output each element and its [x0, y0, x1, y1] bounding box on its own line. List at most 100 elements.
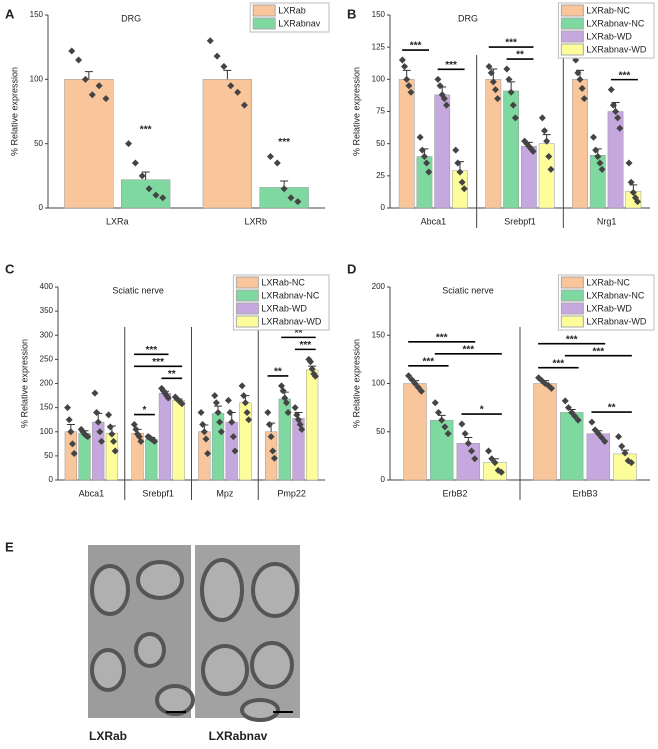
y-axis-label: % Relative expression — [351, 339, 361, 428]
y-tick-label: 50 — [44, 451, 53, 460]
data-point — [625, 159, 633, 167]
significance-label: *** — [299, 340, 311, 351]
data-point — [414, 383, 422, 391]
data-point — [407, 88, 415, 96]
x-tick-label: Srebpf1 — [142, 488, 174, 498]
data-point — [434, 408, 442, 416]
data-point — [458, 420, 466, 428]
legend-label: LXRabnav-WD — [586, 44, 647, 54]
data-point — [576, 75, 584, 83]
significance-label: *** — [619, 70, 631, 81]
data-point — [398, 56, 406, 64]
legend-label: LXRab-NC — [261, 277, 305, 287]
data-point — [423, 159, 431, 167]
data-point — [614, 114, 622, 122]
data-point — [231, 447, 239, 455]
data-point — [240, 392, 248, 400]
data-point — [68, 47, 76, 55]
significance-label: * — [480, 405, 484, 416]
data-point — [616, 124, 624, 132]
legend-label: LXRab-NC — [586, 5, 630, 15]
y-tick-label: 50 — [34, 139, 43, 148]
significance-label: ** — [295, 328, 303, 339]
data-point — [240, 101, 248, 109]
data-point — [264, 408, 272, 416]
data-point — [164, 394, 172, 402]
data-point — [541, 127, 549, 135]
data-point — [110, 437, 118, 445]
data-point — [452, 146, 460, 154]
data-point — [471, 455, 479, 463]
data-point — [67, 428, 75, 436]
data-point — [507, 88, 515, 96]
data-point — [405, 82, 413, 90]
y-tick-label: 300 — [40, 330, 54, 339]
data-point — [431, 399, 439, 407]
x-tick-label: Srebpf1 — [504, 216, 536, 226]
data-point — [228, 418, 236, 426]
data-point — [543, 137, 551, 145]
data-point — [444, 430, 452, 438]
data-point — [213, 52, 221, 60]
data-point — [538, 114, 546, 122]
y-axis-label: % Relative expression — [19, 339, 29, 428]
data-point — [294, 198, 302, 206]
data-point — [629, 189, 637, 197]
y-tick-label: 150 — [372, 10, 386, 19]
data-point — [214, 408, 222, 416]
data-point — [291, 404, 299, 412]
bar — [145, 438, 158, 481]
data-point — [159, 194, 167, 202]
data-point — [634, 198, 642, 206]
x-tick-label: Nrg1 — [597, 216, 617, 226]
data-point — [98, 437, 106, 445]
data-point — [226, 408, 234, 416]
legend-label: LXRabnav-WD — [586, 316, 647, 326]
legend-label: LXRab-WD — [261, 303, 307, 313]
data-point — [94, 418, 102, 426]
data-point — [441, 423, 449, 431]
bar — [172, 400, 185, 481]
data-point — [229, 433, 237, 441]
y-tick-label: 100 — [30, 74, 44, 83]
data-point — [81, 75, 89, 83]
data-point — [145, 185, 153, 193]
legend-label: LXRabnav — [278, 18, 321, 28]
legend-swatch — [560, 4, 584, 17]
data-point — [204, 449, 212, 457]
data-point — [151, 437, 159, 445]
data-point — [615, 433, 623, 441]
data-point — [111, 447, 119, 455]
legend-label: LXRabnav-WD — [261, 316, 322, 326]
data-point — [307, 358, 315, 366]
legend-swatch — [235, 315, 259, 328]
legend-swatch — [560, 315, 584, 328]
data-point — [574, 69, 582, 77]
data-point — [224, 396, 232, 404]
data-point — [434, 75, 442, 83]
bar — [120, 179, 171, 209]
data-point — [269, 447, 277, 455]
data-point — [627, 178, 635, 186]
data-point — [464, 439, 472, 447]
bar — [613, 453, 637, 481]
data-point — [420, 153, 428, 161]
data-point — [487, 69, 495, 77]
data-point — [267, 433, 275, 441]
data-point — [436, 82, 444, 90]
y-tick-label: 50 — [376, 139, 385, 148]
bar — [559, 412, 584, 481]
panel-label: B — [347, 6, 356, 21]
data-point — [403, 75, 411, 83]
data-point — [200, 428, 208, 436]
legend-swatch — [252, 17, 276, 30]
data-point — [125, 140, 133, 148]
data-point — [547, 384, 555, 392]
data-point — [95, 82, 103, 90]
data-point — [405, 372, 413, 380]
data-point — [96, 428, 104, 436]
data-point — [503, 65, 511, 73]
caption: LXRab — [89, 729, 127, 743]
data-point — [574, 416, 582, 424]
